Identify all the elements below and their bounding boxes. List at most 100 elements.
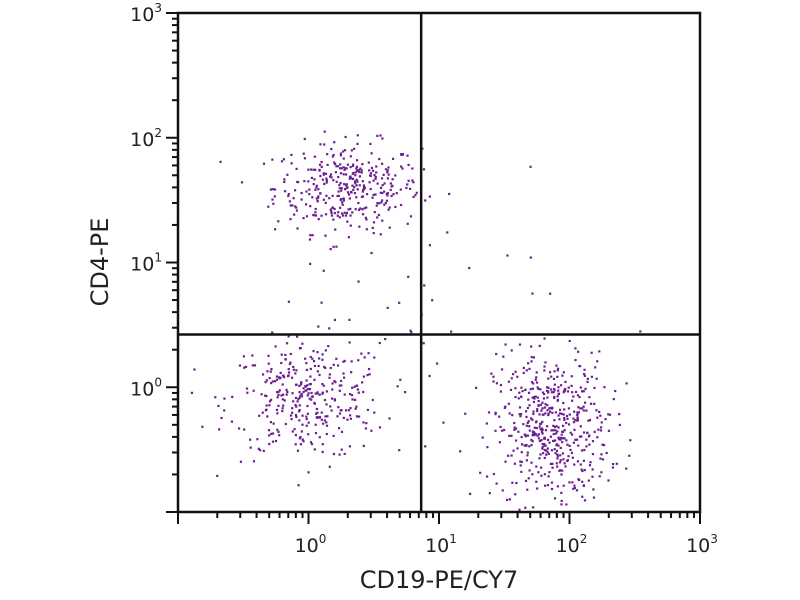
data-point <box>540 430 544 434</box>
data-point <box>270 432 273 435</box>
data-point <box>308 383 311 386</box>
data-point <box>544 484 547 487</box>
data-point <box>281 393 285 396</box>
data-point <box>464 412 467 415</box>
data-point <box>223 409 226 412</box>
data-point <box>363 356 366 359</box>
data-point <box>243 428 246 431</box>
data-point <box>287 192 290 196</box>
data-point <box>450 330 453 333</box>
data-point <box>345 211 349 215</box>
data-point <box>325 390 328 393</box>
data-point <box>368 367 371 371</box>
data-point <box>311 357 314 360</box>
data-point <box>296 335 299 338</box>
data-point <box>576 394 580 397</box>
data-point <box>280 160 284 163</box>
data-point <box>568 481 571 484</box>
data-point <box>363 207 366 210</box>
data-point <box>396 385 399 388</box>
data-point <box>367 161 370 164</box>
data-point <box>629 439 632 442</box>
data-point <box>331 206 334 209</box>
data-point <box>388 206 391 209</box>
data-point <box>306 394 309 397</box>
data-point <box>342 199 345 202</box>
data-point <box>530 355 533 359</box>
data-point <box>549 292 552 295</box>
data-point <box>556 430 559 433</box>
data-point <box>591 440 595 443</box>
data-point <box>347 193 351 196</box>
data-point <box>275 408 279 412</box>
data-point <box>336 364 340 367</box>
data-point <box>330 176 333 179</box>
data-point <box>562 371 565 374</box>
data-point <box>596 436 599 439</box>
data-point <box>331 194 334 197</box>
data-point <box>354 407 357 410</box>
data-point <box>240 181 244 184</box>
data-point <box>278 434 281 437</box>
data-point <box>342 372 345 375</box>
data-point <box>335 180 338 183</box>
data-point <box>593 430 596 434</box>
data-point <box>504 405 507 408</box>
data-point <box>266 370 269 373</box>
data-point <box>543 436 546 439</box>
data-point <box>392 193 395 196</box>
data-point <box>492 375 495 378</box>
data-point <box>388 226 391 229</box>
data-point <box>314 168 317 171</box>
data-point <box>535 465 538 468</box>
data-point <box>560 503 563 506</box>
data-point <box>317 416 320 419</box>
data-point <box>543 444 546 447</box>
data-point <box>357 359 360 362</box>
data-point <box>566 417 569 420</box>
data-point <box>311 196 314 199</box>
data-point <box>378 341 381 345</box>
data-point <box>316 391 319 394</box>
data-point <box>535 426 538 430</box>
data-point <box>275 378 279 381</box>
data-point <box>314 423 317 426</box>
data-point <box>324 213 328 216</box>
data-point <box>351 398 354 401</box>
data-point <box>292 197 295 200</box>
data-point <box>406 183 409 186</box>
data-point <box>300 392 303 396</box>
data-point <box>330 214 334 217</box>
data-point <box>302 440 305 443</box>
data-point <box>299 394 302 397</box>
data-point <box>350 360 353 363</box>
data-point <box>242 355 245 358</box>
data-point <box>270 381 273 385</box>
data-point <box>320 411 323 414</box>
data-point <box>584 387 587 390</box>
data-point <box>384 168 388 171</box>
data-point <box>384 201 387 205</box>
data-point <box>579 425 582 428</box>
data-point <box>521 390 524 393</box>
data-point <box>547 377 550 380</box>
data-point <box>585 445 588 448</box>
data-point <box>566 390 570 393</box>
data-point <box>424 199 427 202</box>
data-point <box>304 357 307 360</box>
data-point <box>529 388 532 391</box>
data-point <box>329 366 332 370</box>
data-point <box>334 228 337 231</box>
data-point <box>317 188 320 191</box>
data-point <box>511 413 514 417</box>
data-point <box>362 184 366 187</box>
data-point <box>548 407 551 410</box>
data-point <box>298 347 302 350</box>
data-point <box>356 188 359 191</box>
data-point <box>533 426 536 429</box>
data-point <box>518 508 521 511</box>
data-point <box>514 493 517 496</box>
data-point <box>287 300 290 303</box>
data-point <box>322 198 325 201</box>
data-point <box>562 391 565 394</box>
